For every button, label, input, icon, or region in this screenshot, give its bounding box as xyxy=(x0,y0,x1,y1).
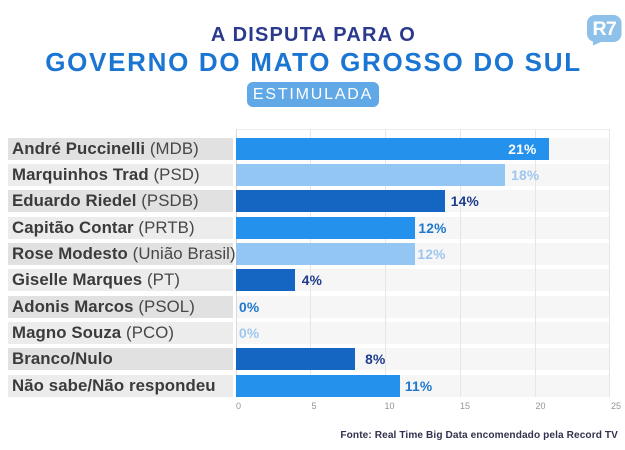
svg-text:R7: R7 xyxy=(593,18,616,40)
